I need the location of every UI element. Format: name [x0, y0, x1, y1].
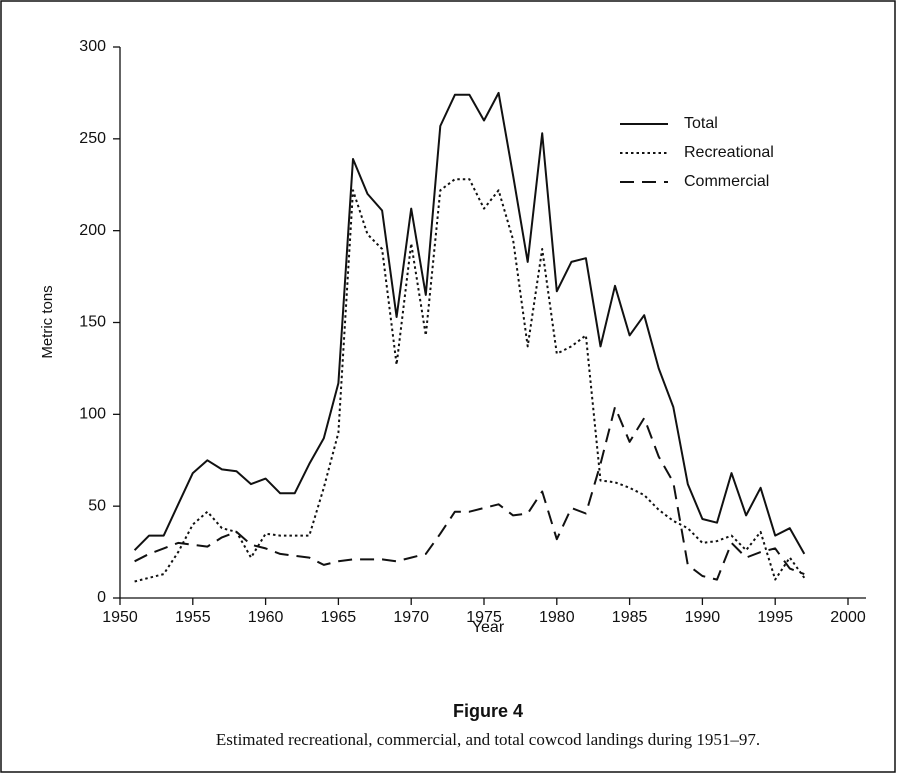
y-axis-label: Metric tons — [39, 285, 56, 358]
x-tick-label: 1965 — [321, 609, 357, 626]
x-axis-label: Year — [472, 619, 505, 636]
legend-label: Total — [684, 115, 718, 132]
caption: Estimated recreational, commercial, and … — [216, 730, 760, 749]
x-tick-label: 1950 — [102, 609, 138, 626]
x-tick-label: 1955 — [175, 609, 211, 626]
line-series — [134, 406, 805, 581]
y-tick-label: 50 — [88, 497, 106, 514]
figure-label: Figure 4 — [453, 701, 523, 721]
x-tick-label: 1970 — [393, 609, 429, 626]
legend-label: Recreational — [684, 144, 774, 161]
x-tick-label: 1985 — [612, 609, 648, 626]
x-tick-label: 1980 — [539, 609, 575, 626]
line-series — [133, 91, 806, 555]
line-series — [134, 178, 806, 583]
y-tick-label: 0 — [97, 589, 106, 606]
legend-label: Commercial — [684, 173, 769, 190]
x-tick-label: 1995 — [757, 609, 793, 626]
y-tick-label: 250 — [79, 130, 106, 147]
y-tick-label: 150 — [79, 314, 106, 331]
x-tick-label: 1990 — [685, 609, 721, 626]
y-tick-label: 200 — [79, 222, 106, 239]
x-tick-label: 2000 — [830, 609, 866, 626]
x-tick-label: 1975 — [466, 609, 502, 626]
x-tick-label: 1960 — [248, 609, 284, 626]
y-tick-label: 300 — [79, 38, 106, 55]
y-tick-label: 100 — [79, 406, 106, 423]
